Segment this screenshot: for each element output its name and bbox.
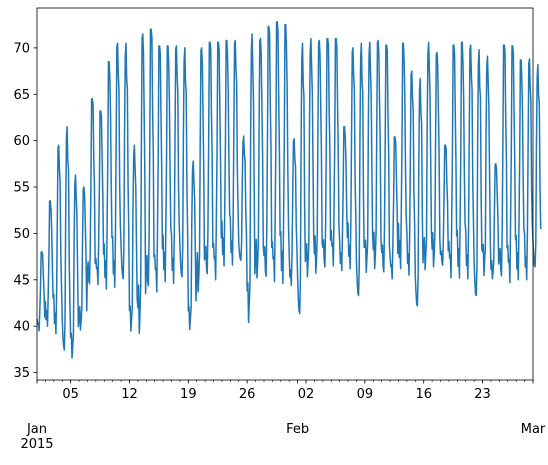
y-tick-label: 60 — [13, 134, 30, 149]
y-tick-label: 65 — [13, 88, 30, 103]
x-tick-label: 26 — [239, 387, 256, 402]
y-tick-label: 45 — [13, 273, 30, 288]
plot-area — [36, 21, 542, 359]
x-tick-label: 02 — [298, 387, 315, 402]
x-tick-label: 16 — [415, 387, 432, 402]
y-tick-label: 55 — [13, 181, 30, 196]
x-tick-label: 23 — [474, 387, 491, 402]
x-tick-label: 12 — [121, 387, 138, 402]
y-tick-label: 40 — [13, 320, 30, 335]
x-tick-label: 19 — [180, 387, 197, 402]
series-line — [36, 21, 542, 359]
x-major-tick-label: Feb — [286, 422, 309, 437]
y-tick-label: 35 — [13, 366, 30, 381]
x-tick-label: 09 — [357, 387, 374, 402]
y-tick-label: 50 — [13, 227, 30, 242]
x-major-tick-label: 2015 — [20, 437, 53, 452]
x-tick-label: 05 — [62, 387, 79, 402]
x-major-tick-label: Jan — [26, 422, 47, 437]
x-major-tick-label: Mar — [521, 422, 546, 437]
y-tick-label: 70 — [13, 41, 30, 56]
axes-frame — [36, 7, 534, 381]
